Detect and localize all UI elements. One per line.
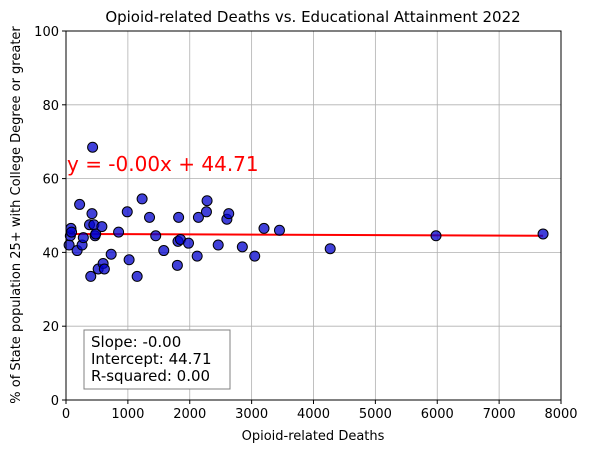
slope-label: Slope: -0.00 [91,333,181,351]
x-tick-label: 1000 [111,407,144,422]
stats-box [83,329,231,390]
y-tick-label: 60 [42,173,59,188]
x-tick-label: 5000 [359,407,392,422]
data-point [74,198,86,210]
y-tick-label: 0 [51,394,59,409]
data-point [87,141,99,153]
data-point [200,206,212,218]
data-point [144,211,156,223]
y-tick-label: 20 [42,320,59,335]
x-tick-label: 2000 [173,407,206,422]
regression-equation: y = -0.00x + 44.71 [67,152,259,176]
data-point [173,211,185,223]
data-point [171,259,183,271]
grid-lines [65,30,562,401]
data-point [223,208,235,220]
data-point [183,237,195,249]
regression-line-group [69,232,544,237]
data-point [191,250,203,262]
x-tick-label: 3000 [235,407,268,422]
x-tick-label: 0 [62,407,70,422]
data-point [430,230,442,242]
axis-ticks: 0 1000 2000 3000 4000 5000 6000 7000 8000 0 20 40 60… [34,25,577,422]
data-point [201,195,213,207]
data-point [136,193,148,205]
data-point [273,224,285,236]
data-point [249,250,261,262]
x-tick-label: 8000 [544,407,577,422]
data-point [90,228,102,240]
data-point [105,248,117,260]
data-point [258,222,270,234]
r-squared-label: R-squared: 0.00 [91,367,210,385]
data-point [192,211,204,223]
data-point [123,254,135,266]
data-point [121,206,133,218]
plot-frame [65,30,562,401]
x-axis-title: Opioid-related Deaths [242,429,385,444]
data-point [98,263,110,275]
data-point [86,208,98,220]
x-tick-label: 4000 [297,407,330,422]
data-point [150,230,162,242]
data-point [77,232,89,244]
x-tick-label: 7000 [483,407,516,422]
x-tick-label: 6000 [421,407,454,422]
y-tick-label: 100 [34,25,59,40]
data-point [212,239,224,251]
data-points [63,141,549,282]
data-point [113,226,125,238]
data-point [85,270,97,282]
data-point [131,270,143,282]
y-tick-label: 80 [42,99,59,114]
data-point [236,241,248,253]
chart-title: Opioid-related Deaths vs. Educational At… [105,8,520,26]
data-point [158,245,170,257]
data-point [96,221,108,233]
intercept-label: Intercept: 44.71 [91,350,212,368]
data-point [537,228,549,240]
y-tick-label: 40 [42,246,59,261]
y-axis-title: % of State population 25+ with College D… [9,26,24,404]
data-point [66,226,78,238]
data-point [324,243,336,255]
regression-line [69,232,544,237]
